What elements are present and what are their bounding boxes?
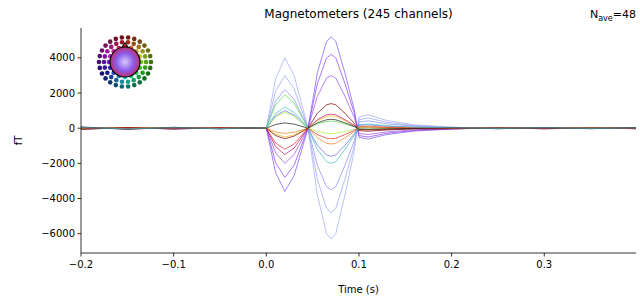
nave-base: N (590, 8, 598, 21)
sensor-dot (136, 75, 141, 80)
chart: −0.2 −0.1 0.0 0.1 0.2 0.3 −6000 −4000 −2000 0 2000… (0, 0, 640, 300)
x-axis-label: Time (s) (337, 284, 379, 295)
y-tick (78, 233, 82, 234)
channel-trace (81, 54, 636, 177)
channel-trace (81, 37, 636, 192)
sensor-dot (149, 60, 154, 65)
channel-trace (81, 58, 636, 239)
head-outline (110, 47, 140, 77)
sensor-dot (120, 84, 125, 89)
x-tick-label: 0.1 (351, 259, 367, 270)
x-tick (358, 253, 359, 257)
x-tick (266, 253, 267, 257)
channel-trace (81, 111, 636, 157)
x-tick-label: −0.2 (69, 259, 93, 270)
sensor-dot (142, 76, 147, 81)
x-tick-label: −0.1 (162, 259, 186, 270)
channel-trace (81, 107, 636, 163)
sensor-color-inset (97, 35, 154, 89)
sensor-dot (144, 60, 149, 65)
sensor-dot (103, 43, 108, 48)
title: Magnetometers (245 channels) (264, 7, 452, 21)
x-tick (173, 253, 174, 257)
sensor-dot (126, 79, 131, 84)
sensor-dot (114, 42, 119, 47)
sensor-dot (109, 75, 114, 80)
sensor-dot (97, 60, 102, 65)
y-tick-label: 4000 (50, 52, 75, 63)
y-axis-line (81, 28, 82, 253)
x-tick-label: 0.0 (258, 259, 274, 270)
channel-trace (81, 95, 636, 129)
nave-subscript: ave (598, 14, 613, 23)
sensor-dot (132, 37, 137, 42)
sensor-dot (136, 45, 141, 50)
channel-trace (81, 75, 636, 212)
traces (81, 37, 636, 239)
sensor-dot (146, 48, 151, 53)
channel-trace (81, 114, 636, 154)
sensor-dot (102, 60, 107, 65)
sensor-dot (100, 48, 105, 53)
sensor-dot (103, 54, 108, 59)
y-tick (78, 198, 82, 199)
y-axis-label: fT (13, 135, 24, 146)
sensor-dot (103, 76, 108, 81)
sensor-dot (114, 78, 119, 83)
sensor-dot (103, 65, 108, 70)
sensor-dot (131, 78, 136, 83)
sensor-dot (126, 35, 131, 40)
sensor-dot (140, 70, 145, 75)
y-tick-label: −2000 (41, 158, 75, 169)
y-tick-label: 0 (69, 123, 75, 134)
nave-suffix: =48 (613, 8, 636, 21)
y-tick (78, 128, 82, 129)
sensor-dot (132, 83, 137, 88)
sensor-dot (108, 80, 113, 85)
channel-trace (81, 104, 636, 139)
sensor-dot (142, 43, 147, 48)
x-tick-label: 0.3 (536, 259, 552, 270)
head-nose (122, 43, 128, 47)
sensor-dot (126, 84, 131, 89)
y-tick-label: −4000 (41, 193, 75, 204)
sensor-dot (108, 39, 113, 44)
sensor-dot (105, 70, 110, 75)
x-tick-label: 0.2 (444, 259, 460, 270)
sensor-dot (131, 42, 136, 47)
sensor-dot (105, 49, 110, 54)
y-tick (78, 57, 82, 58)
x-tick (81, 253, 82, 257)
sensor-dot (113, 37, 118, 42)
sensor-dot (113, 83, 118, 88)
sensor-dot (97, 66, 102, 71)
sensor-dot (137, 39, 142, 44)
sensor-dot (137, 80, 142, 85)
sensor-dot (148, 66, 153, 71)
sensor-dot (143, 54, 148, 59)
x-tick (451, 253, 452, 257)
sensor-dot (146, 71, 151, 76)
y-tick-label: 2000 (50, 88, 75, 99)
y-tick (78, 93, 82, 94)
channel-trace (81, 90, 636, 190)
nave-annotation: Nave=48 (590, 8, 636, 23)
y-tick (78, 163, 82, 164)
x-axis-line (81, 253, 636, 254)
sensor-dot (120, 35, 125, 40)
channel-trace (81, 75, 636, 163)
x-tick (544, 253, 545, 257)
sensor-dot (109, 45, 114, 50)
sensor-dot (148, 54, 153, 59)
sensor-dot (97, 54, 102, 59)
sensor-dot (120, 79, 125, 84)
sensor-dot (100, 71, 105, 76)
sensor-dot (143, 65, 148, 70)
y-tick-label: −6000 (41, 228, 75, 239)
sensor-dot (140, 49, 145, 54)
